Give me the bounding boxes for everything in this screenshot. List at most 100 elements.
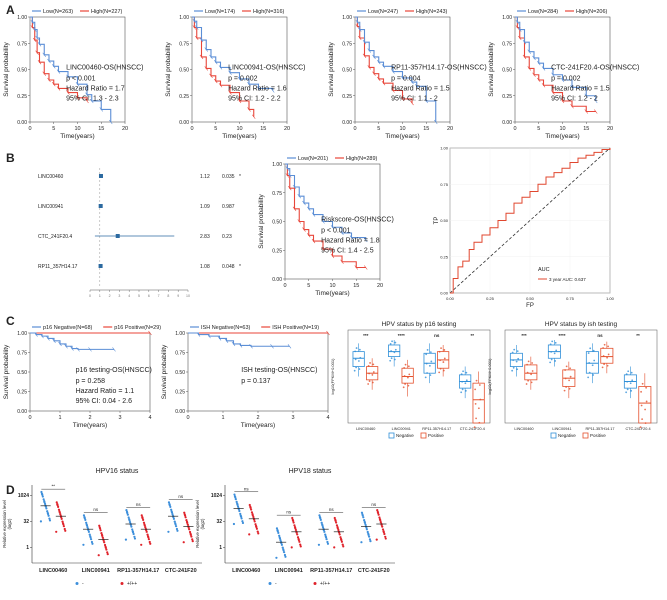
censor-mark — [364, 237, 368, 243]
box-point — [631, 379, 634, 382]
y-tick-label: 0.75 — [272, 191, 282, 197]
box-point — [460, 391, 463, 394]
censor-mark — [199, 37, 204, 43]
km-stat: 95% CI: 1.2 - 2 — [551, 96, 598, 103]
dot-point — [378, 518, 382, 521]
box-point — [390, 350, 393, 352]
y-tick-label: 1024 — [18, 493, 29, 499]
forest-hr: 1.09 — [200, 204, 210, 210]
censor-mark — [367, 65, 371, 70]
significance-label: ** — [470, 333, 474, 338]
censor-mark — [37, 42, 42, 47]
km-stat: 95% CI: 1.3 - 2.3 — [66, 96, 119, 103]
dot-plot-D2: HPV18 status Relative expression level(lo… — [195, 468, 395, 587]
legend-label: High(N=316) — [253, 9, 285, 15]
x-tick-label: 0 — [28, 126, 31, 132]
censor-mark — [358, 27, 362, 32]
censor-mark — [377, 59, 381, 65]
dot-point — [170, 508, 173, 511]
censor-mark — [287, 344, 292, 349]
censor-mark — [372, 71, 376, 76]
dot-point — [101, 536, 104, 539]
forest-p: 0.987 — [222, 204, 235, 210]
legend-label: Low(N=201) — [298, 156, 328, 162]
dot-point — [174, 525, 178, 528]
dot-point — [283, 553, 287, 557]
dot-point — [133, 535, 136, 538]
dot-point — [62, 525, 65, 528]
censor-mark — [307, 233, 311, 238]
x-tick-label: 2 — [256, 415, 259, 421]
legend-label: +/++ — [127, 581, 137, 587]
y-tick-label: 0.00 — [17, 409, 27, 415]
y-tick-label: 0.25 — [175, 390, 185, 396]
y-tick-label: 0.50 — [175, 370, 185, 376]
box-point — [607, 353, 610, 356]
dot-point — [342, 545, 345, 548]
x-tick-label: 10 — [186, 294, 190, 298]
censor-mark — [224, 338, 229, 343]
km-curve-high — [285, 163, 366, 269]
box-point — [394, 348, 397, 351]
censor-mark — [214, 59, 218, 65]
dot-point — [376, 510, 379, 513]
censor-mark — [58, 341, 62, 347]
km-title: Riskscore-OS(HNSCC) — [321, 217, 394, 224]
box-point — [474, 402, 477, 405]
box-point — [564, 377, 567, 380]
box-point — [355, 347, 358, 349]
box-point — [429, 351, 432, 354]
x-tick-label: 2 — [109, 294, 111, 298]
box-point — [526, 371, 529, 374]
panel-label: D — [6, 483, 15, 497]
censor-mark — [330, 225, 335, 230]
x-tick-label: 4 — [148, 415, 151, 421]
dot-point — [184, 516, 187, 519]
dot-point — [296, 536, 300, 539]
y-axis-label: log10(FPKM+0.001) — [330, 358, 335, 395]
km-title: p16 testing-OS(HNSCC) — [76, 367, 152, 374]
km-stat: p = 0.002 — [228, 76, 257, 83]
y-axis-label: Survival probability — [3, 344, 10, 399]
box-plot-C4: HPV status by ish testing log10(FPKM+0.00… — [487, 321, 658, 439]
x-axis-label: Time(years) — [241, 422, 275, 429]
box-point — [606, 356, 608, 359]
dot-point — [254, 524, 258, 528]
x-tick-label: 0 — [283, 283, 286, 289]
legend-label: ISH Negative(N=63) — [201, 325, 251, 331]
km-curve-high — [30, 16, 88, 101]
censor-mark — [537, 61, 541, 66]
significance-label: ** — [636, 333, 640, 338]
dot-point — [293, 525, 297, 529]
box-point — [394, 341, 397, 344]
censor-mark — [522, 54, 527, 60]
dot-point — [127, 516, 130, 519]
censor-mark — [381, 80, 386, 86]
x-tick-label: 2 — [88, 415, 91, 421]
censor-mark — [90, 98, 94, 104]
dot-point — [183, 511, 186, 514]
dot-point — [43, 499, 46, 503]
box-point — [438, 350, 441, 353]
km-stat: Hazard Ratio = 1.7 — [66, 86, 125, 93]
censor-mark — [410, 79, 414, 85]
censor-mark — [551, 90, 555, 95]
censor-mark — [518, 27, 522, 32]
dot-point — [281, 546, 284, 549]
y-tick-label: 0.75 — [342, 41, 352, 47]
box-positive — [524, 364, 538, 381]
dot-point — [140, 514, 143, 517]
y-tick-label: 0.25 — [17, 94, 27, 100]
km-plot-A4: 0.00 0.25 0.50 0.75 1.00 0 5 10 15 20 Time(years) S… — [488, 9, 639, 140]
y-tick-label: 0.75 — [440, 182, 449, 187]
y-tick-label: 0.25 — [17, 390, 27, 396]
censor-mark — [52, 64, 56, 69]
box-point — [358, 368, 361, 370]
box-point — [473, 426, 476, 429]
box-point — [369, 362, 371, 364]
category-label: LINC00460 — [39, 568, 67, 574]
box-point — [442, 369, 445, 372]
x-tick-label: 15 — [353, 283, 359, 289]
dot-point — [91, 542, 94, 545]
box-point — [515, 360, 518, 363]
